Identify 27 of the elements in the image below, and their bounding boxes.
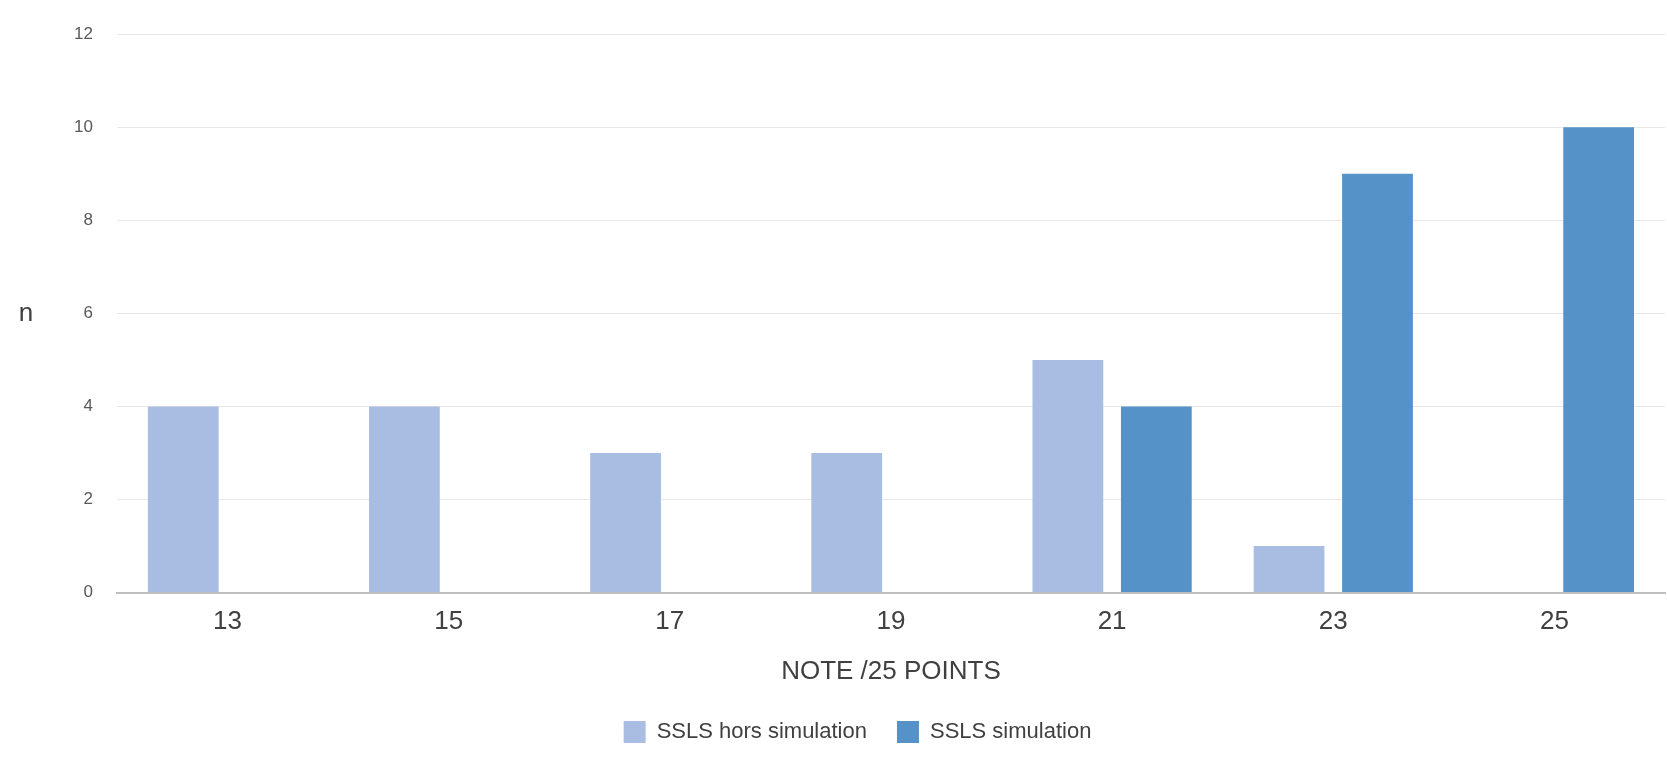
x-tick-label: 15 (434, 605, 464, 636)
x-tick-label: 23 (1318, 605, 1348, 636)
x-tick-label: 25 (1539, 605, 1569, 636)
y-tick-label: 4 (83, 396, 93, 416)
legend-label: SSLS simulation (929, 718, 1092, 744)
x-tick-label: 13 (213, 605, 242, 636)
bar (1563, 127, 1635, 593)
y-tick-label: 12 (73, 23, 93, 43)
bar (1032, 359, 1104, 593)
x-tick-label: 19 (876, 605, 906, 636)
bar (369, 406, 440, 593)
x-tick-label: 21 (1097, 605, 1127, 636)
x-tick-label: 17 (655, 605, 685, 636)
y-axis-title: n (18, 296, 34, 327)
x-axis-title: NOTE /25 POINTS (781, 654, 1001, 685)
y-tick-label: 8 (83, 210, 93, 230)
y-tick-label: 6 (83, 303, 93, 323)
bar (590, 453, 661, 593)
bar (1120, 406, 1192, 593)
y-tick-label: 2 (83, 489, 93, 509)
legend-label: SSLS hors simulation (656, 718, 867, 744)
y-tick-label: 0 (83, 582, 93, 602)
bar (1342, 173, 1413, 593)
y-tick-label: 10 (73, 116, 93, 136)
bar (1253, 546, 1325, 593)
bar (147, 406, 219, 593)
bar (811, 453, 883, 593)
